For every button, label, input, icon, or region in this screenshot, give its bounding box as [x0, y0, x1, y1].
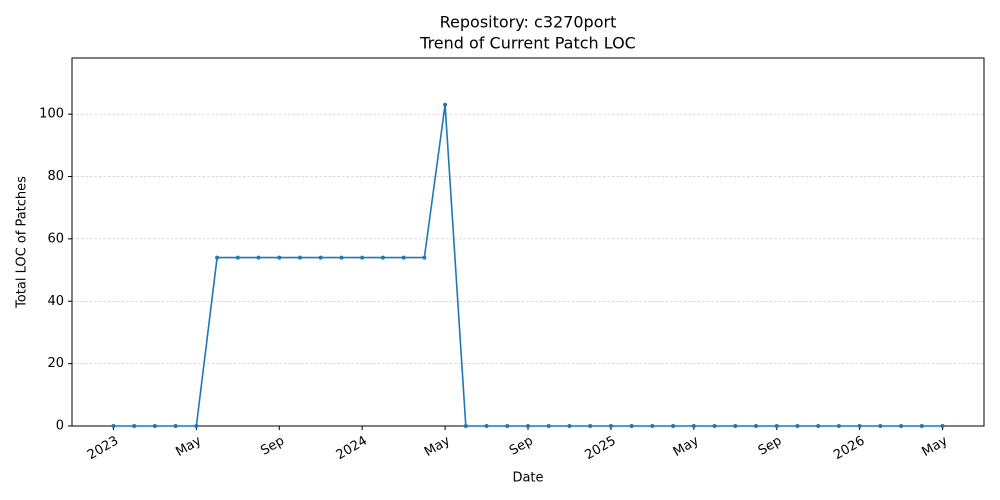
data-point [712, 424, 717, 428]
data-point [878, 424, 883, 428]
data-point [629, 424, 634, 428]
y-tick-label: 20 [47, 356, 64, 371]
data-point [235, 255, 240, 260]
chart-title: Repository: c3270port [440, 13, 617, 32]
data-point [588, 424, 593, 428]
y-tick-label: 40 [47, 294, 64, 309]
data-point [463, 424, 468, 428]
data-point [671, 424, 676, 428]
data-point [194, 424, 199, 428]
data-point [443, 102, 448, 107]
data-point [567, 424, 572, 428]
data-point [173, 424, 178, 428]
data-point [152, 424, 157, 428]
data-point [546, 424, 551, 428]
data-point [360, 255, 365, 260]
chart-subtitle: Trend of Current Patch LOC [419, 34, 636, 53]
data-point [857, 424, 862, 428]
data-point [298, 255, 302, 260]
data-point [816, 424, 821, 428]
data-point [111, 424, 116, 428]
data-point [919, 424, 924, 428]
data-point [899, 424, 904, 428]
data-point [526, 424, 530, 428]
data-point [754, 424, 758, 428]
data-point [795, 424, 800, 428]
data-point [650, 424, 655, 428]
data-point [774, 424, 779, 428]
data-point [256, 255, 261, 260]
x-axis-label: Date [512, 471, 543, 486]
data-point [733, 424, 738, 428]
data-point [940, 424, 945, 428]
data-point [691, 424, 696, 428]
y-tick-label: 0 [56, 419, 64, 434]
y-axis-label: Total LOC of Patches [15, 176, 30, 309]
data-point [132, 424, 137, 428]
data-point [318, 255, 323, 260]
y-tick-label: 100 [39, 107, 64, 122]
data-point [422, 255, 427, 260]
data-point [836, 424, 841, 428]
y-tick-label: 60 [47, 231, 64, 246]
data-point [401, 255, 406, 260]
data-point [608, 424, 613, 428]
data-point [505, 424, 510, 428]
data-point [484, 424, 489, 428]
data-point [277, 255, 282, 260]
data-point [339, 255, 344, 260]
data-point [380, 255, 385, 260]
data-point [215, 255, 220, 260]
y-tick-label: 80 [47, 169, 64, 184]
